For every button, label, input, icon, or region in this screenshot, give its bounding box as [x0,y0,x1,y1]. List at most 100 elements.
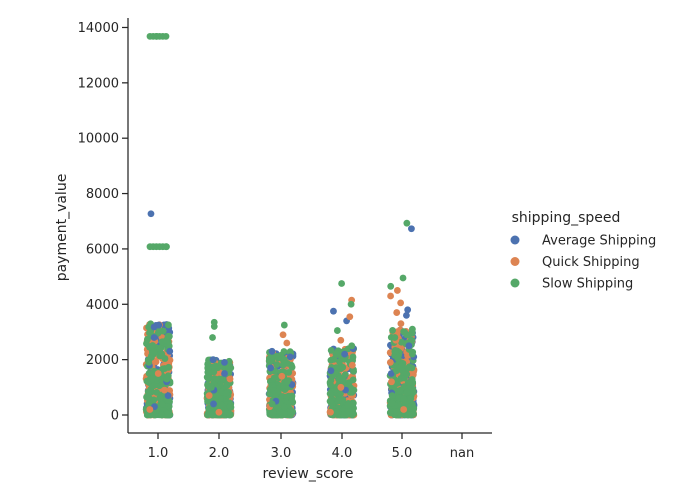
data-point [348,361,356,369]
data-point [400,406,408,413]
x-tick-label: nan [450,446,474,461]
data-point [393,367,400,375]
x-axis-label: review_score [263,466,354,482]
data-point [226,375,234,383]
data-point [155,327,163,335]
data-point [338,280,346,287]
data-point [408,225,415,233]
data-point [404,379,412,387]
data-point [207,410,215,418]
data-point [219,375,227,383]
data-point [349,353,357,361]
data-point [208,383,215,391]
data-point [149,342,156,349]
data-point [281,403,288,411]
data-point [150,382,158,390]
data-point [396,387,404,395]
data-point [349,376,357,384]
data-point [287,409,294,417]
data-point [327,408,334,416]
data-point [150,323,158,331]
data-point [326,390,334,398]
data-point [285,369,293,376]
data-point [145,400,153,407]
data-point [221,359,228,366]
data-point [268,400,276,408]
legend: shipping_speed Average Shipping Quick Shi… [510,210,656,292]
data-point [269,409,277,417]
data-point [388,399,396,407]
data-point [397,299,405,307]
data-point [408,336,415,344]
x-tick-label: 5.0 [392,446,413,461]
data-point [403,331,411,339]
data-point [210,323,218,330]
data-point [399,274,407,282]
data-point [159,365,167,373]
data-point [203,373,211,381]
data-point [400,395,408,403]
data-point [327,367,335,375]
x-tick-label: 3.0 [271,446,292,461]
data-point [405,403,413,411]
data-point [161,386,168,394]
data-point [280,321,288,329]
data-point [205,392,213,400]
data-point [286,353,294,361]
data-point [327,356,335,364]
data-point [327,346,335,354]
data-point [403,219,411,227]
data-point [332,350,340,358]
data-point [163,375,171,383]
data-point [158,411,165,419]
data-point [393,287,401,294]
data-point [386,359,394,366]
data-point [389,327,396,334]
data-point [348,342,356,350]
data-point [387,292,394,300]
axes: 0 2000 4000 6000 8000 10000 12000 14000 1.0 2.0 3… [54,18,492,482]
y-tick-label: 8000 [86,187,119,202]
data-point [165,363,173,371]
y-axis-label: payment_value [54,174,70,282]
data-point [339,363,347,371]
x-tick-label: 2.0 [209,446,230,461]
data-point [165,321,172,329]
data-point [279,361,287,369]
y-tick-label: 0 [111,409,119,424]
data-point [336,358,343,365]
y-ticks: 0 2000 4000 6000 8000 10000 12000 14000 [78,21,128,424]
data-point [341,350,349,358]
data-point [149,375,156,383]
data-point [225,364,233,372]
data-point [393,408,400,416]
data-point [330,307,337,315]
data-point [278,372,286,380]
data-point [388,378,395,386]
data-point [215,408,223,416]
data-point [403,311,410,319]
data-point [280,356,288,364]
data-point [404,306,412,314]
data-point [277,409,285,417]
y-tick-label: 6000 [86,242,119,257]
data-point [273,352,281,360]
data-point [288,363,296,371]
data-point [156,394,164,402]
data-point [153,388,161,396]
legend-label: Average Shipping [542,234,656,249]
data-point [393,309,401,316]
data-point [204,364,212,372]
legend-entries: Average Shipping Quick Shipping Slow Shipp… [510,234,656,292]
y-tick-label: 10000 [78,132,119,147]
data-point [159,401,167,408]
data-point [407,395,415,403]
data-point [388,392,396,400]
y-tick-label: 14000 [78,21,119,36]
legend-label: Slow Shipping [542,277,633,292]
x-tick-label: 4.0 [332,446,353,461]
data-point [145,359,153,366]
data-point [327,381,335,389]
data-point [337,336,345,344]
